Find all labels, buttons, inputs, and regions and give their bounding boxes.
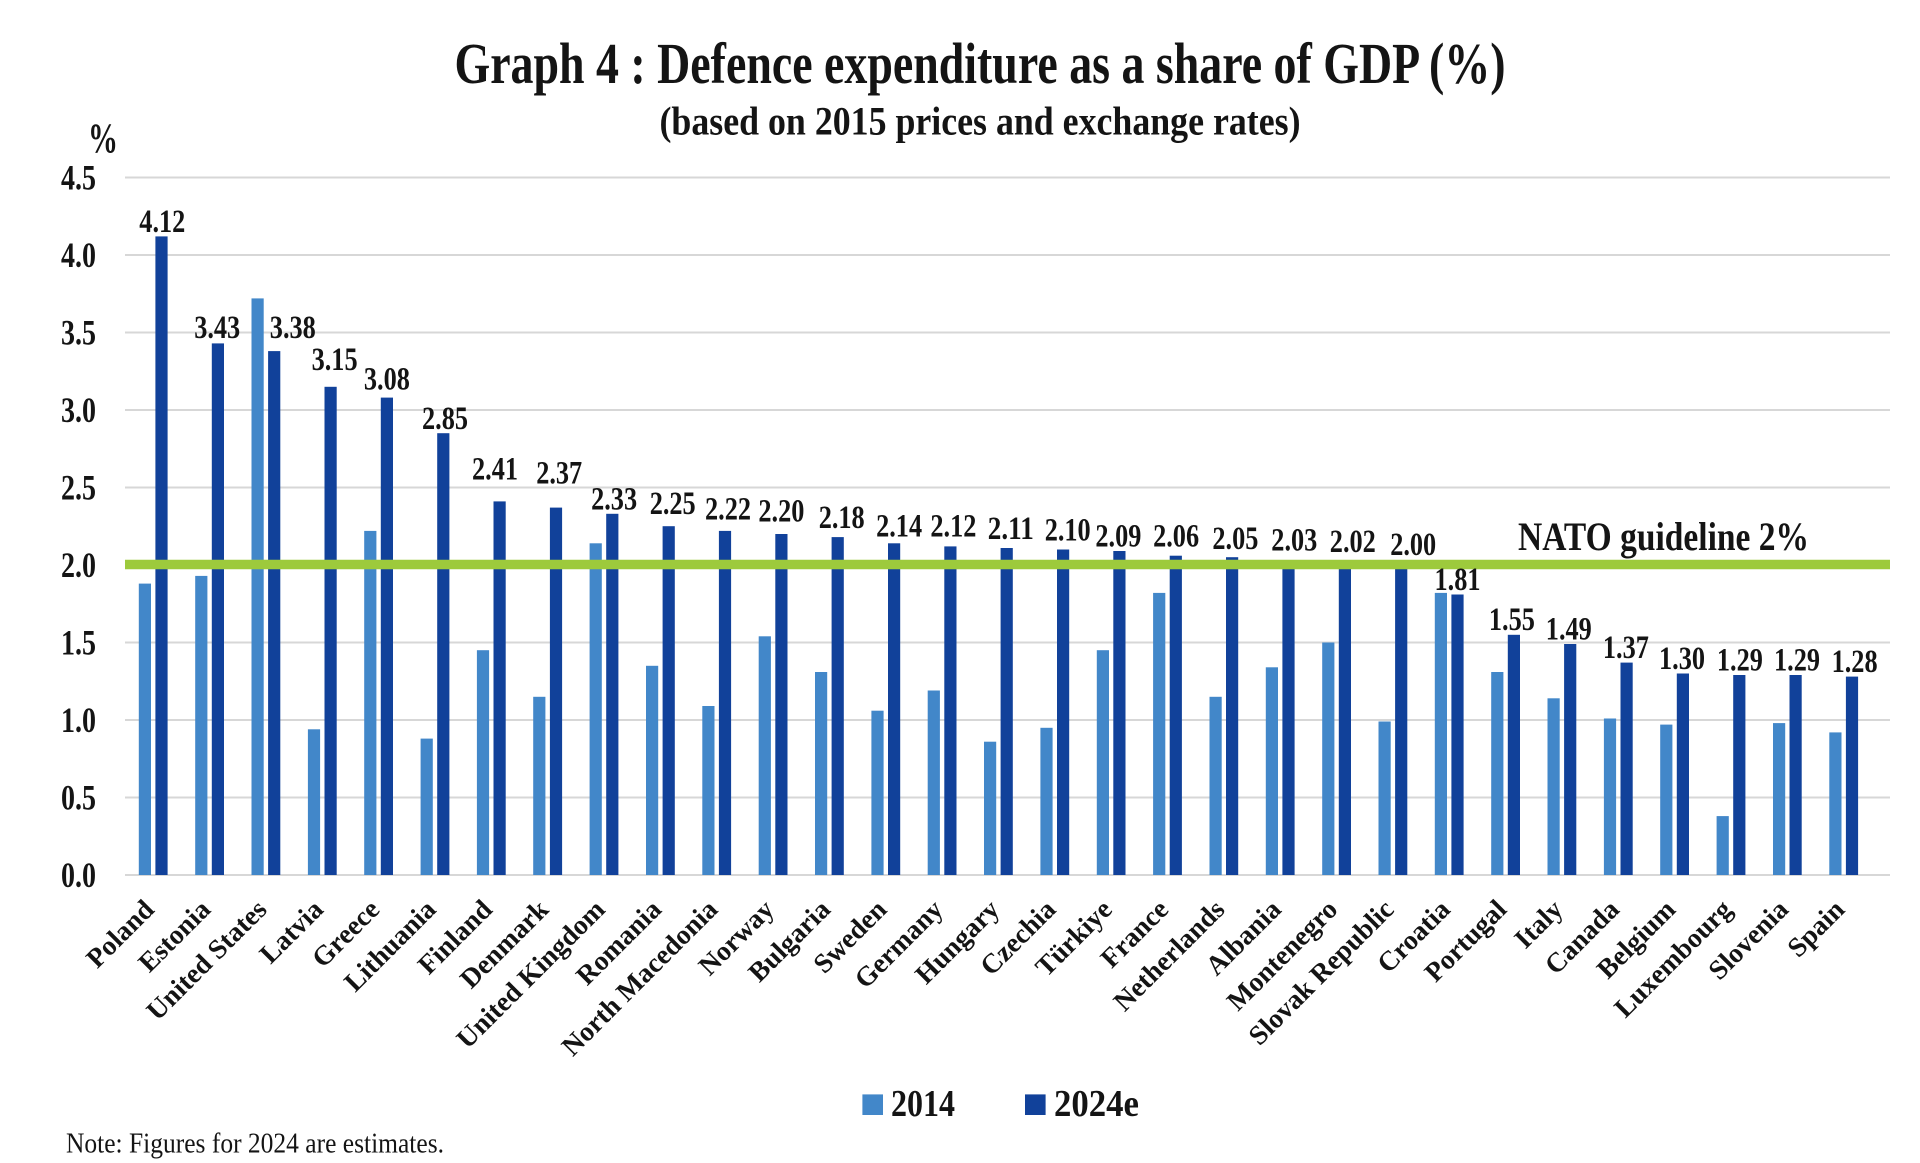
svg-text:2.05: 2.05 bbox=[1212, 521, 1258, 557]
svg-text:3.38: 3.38 bbox=[270, 310, 316, 346]
svg-text:0.5: 0.5 bbox=[61, 778, 96, 818]
svg-text:2.09: 2.09 bbox=[1095, 519, 1141, 555]
svg-text:4.0: 4.0 bbox=[61, 235, 96, 275]
svg-text:2.0: 2.0 bbox=[61, 545, 96, 585]
svg-text:1.30: 1.30 bbox=[1659, 641, 1705, 677]
svg-text:1.29: 1.29 bbox=[1717, 643, 1763, 679]
svg-text:2.11: 2.11 bbox=[988, 511, 1034, 547]
svg-text:1.55: 1.55 bbox=[1489, 602, 1535, 638]
svg-text:2024e: 2024e bbox=[1054, 1083, 1139, 1125]
svg-text:2.37: 2.37 bbox=[536, 456, 582, 492]
svg-text:4.5: 4.5 bbox=[61, 158, 96, 198]
svg-text:3.15: 3.15 bbox=[312, 342, 358, 378]
svg-text:3.08: 3.08 bbox=[364, 362, 410, 398]
svg-text:1.5: 1.5 bbox=[61, 623, 96, 663]
svg-text:2.22: 2.22 bbox=[705, 491, 751, 527]
svg-text:3.43: 3.43 bbox=[194, 310, 240, 346]
svg-text:Graph 4 : Defence expenditure: Graph 4 : Defence expenditure as a share… bbox=[455, 31, 1506, 96]
svg-text:2.10: 2.10 bbox=[1045, 513, 1091, 549]
svg-text:2.25: 2.25 bbox=[650, 486, 696, 522]
svg-text:2.85: 2.85 bbox=[422, 401, 468, 437]
svg-text:2.5: 2.5 bbox=[61, 468, 96, 508]
svg-text:2.12: 2.12 bbox=[930, 509, 976, 545]
svg-text:0.0: 0.0 bbox=[61, 855, 96, 895]
svg-text:2.20: 2.20 bbox=[758, 493, 804, 529]
svg-text:1.81: 1.81 bbox=[1435, 562, 1481, 598]
svg-text:1.37: 1.37 bbox=[1603, 630, 1649, 666]
svg-text:3.5: 3.5 bbox=[61, 313, 96, 353]
svg-text:1.28: 1.28 bbox=[1832, 644, 1878, 680]
svg-text:2.18: 2.18 bbox=[819, 500, 865, 536]
svg-text:2.03: 2.03 bbox=[1271, 522, 1317, 558]
svg-text:2.14: 2.14 bbox=[876, 508, 922, 544]
svg-text:3.0: 3.0 bbox=[61, 390, 96, 430]
svg-text:2.00: 2.00 bbox=[1390, 527, 1436, 563]
svg-text:1.49: 1.49 bbox=[1546, 612, 1592, 648]
svg-text:(based on 2015 prices and exch: (based on 2015 prices and exchange rates… bbox=[660, 99, 1301, 144]
svg-text:Note: Figures for 2024 are est: Note: Figures for 2024 are estimates. bbox=[66, 1129, 444, 1160]
svg-text:2.33: 2.33 bbox=[591, 481, 637, 517]
svg-text:4.12: 4.12 bbox=[139, 204, 185, 240]
svg-text:2.06: 2.06 bbox=[1153, 519, 1199, 555]
svg-text:NATO guideline 2%: NATO guideline 2% bbox=[1518, 514, 1809, 559]
svg-text:1.29: 1.29 bbox=[1774, 643, 1820, 679]
svg-text:2.41: 2.41 bbox=[472, 451, 518, 487]
svg-text:%: % bbox=[88, 117, 118, 163]
svg-text:1.0: 1.0 bbox=[61, 700, 96, 740]
svg-text:2014: 2014 bbox=[891, 1083, 955, 1125]
svg-text:2.02: 2.02 bbox=[1330, 524, 1376, 560]
